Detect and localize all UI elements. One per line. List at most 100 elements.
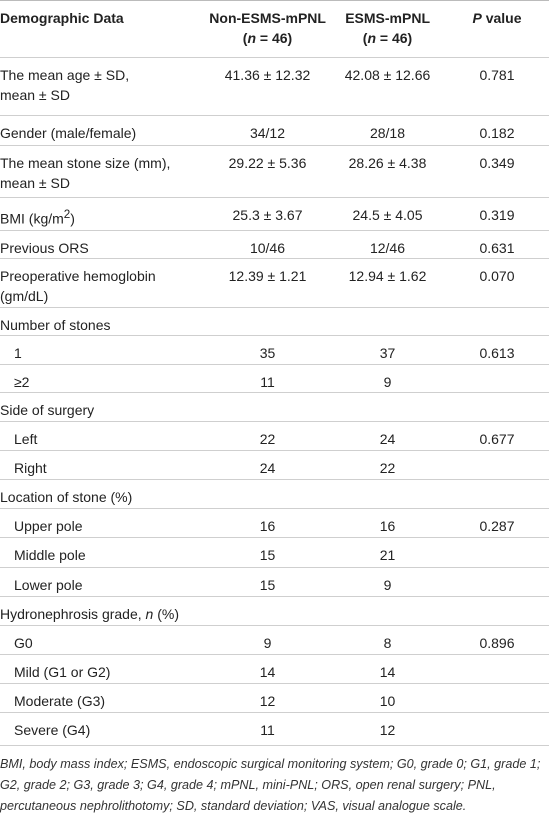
text: 9 — [263, 635, 272, 651]
text: 11 — [260, 374, 275, 390]
text: 24 — [379, 431, 396, 447]
table-cell: 14 — [330, 654, 445, 684]
header-row: Demographic Data Non-ESMS-mPNL (n = 46) … — [0, 0, 549, 58]
text: 22 — [379, 460, 396, 476]
table-cell: 0.677 — [445, 421, 549, 451]
text: Previous ORS — [0, 240, 89, 256]
table-cell: 0.070 — [445, 258, 549, 308]
table-row: 1 35 37 0.613 — [0, 335, 549, 365]
table-cell: 42.08 ± 12.66 — [330, 57, 445, 116]
table-cell: Lower pole — [0, 567, 205, 597]
table-cell: 12 — [205, 683, 330, 713]
text: n — [247, 30, 257, 46]
text: ( — [362, 30, 368, 46]
table-cell — [205, 479, 330, 509]
table-cell: 8 — [330, 625, 445, 655]
header-cell: Demographic Data — [0, 0, 205, 58]
text: 0.631 — [479, 240, 515, 256]
table-cell: 0.631 — [445, 230, 549, 259]
table-row: Hydronephrosis grade, n (%) — [0, 596, 549, 626]
text: 15 — [259, 577, 276, 593]
text: 16 — [379, 518, 396, 534]
text: 0.613 — [479, 345, 515, 361]
table-cell: ≥2 — [0, 364, 205, 393]
text: Location of stone (%) — [0, 489, 133, 505]
table-cell: 0.781 — [445, 57, 549, 116]
text: Moderate (G3) — [14, 693, 106, 709]
table-cell: 24.5 ± 4.05 — [330, 197, 445, 231]
table-cell — [445, 307, 549, 336]
text-line: Preoperative hemoglobin — [0, 268, 156, 284]
text: 0.781 — [479, 67, 515, 83]
table-cell: 21 — [330, 537, 445, 568]
text: 29.22 ± 5.36 — [228, 155, 307, 171]
table-cell: 22 — [330, 450, 445, 480]
text: n — [367, 30, 377, 46]
table-row: Number of stones — [0, 307, 549, 336]
data-table: Demographic Data Non-ESMS-mPNL (n = 46) … — [0, 0, 549, 746]
table-cell — [445, 479, 549, 509]
text-line: mean ± SD — [0, 175, 70, 191]
table-cell: 35 — [205, 335, 330, 365]
text: Middle pole — [14, 547, 86, 563]
table-row: The mean age ± SD, mean ± SD 41.36 ± 12.32… — [0, 57, 549, 116]
table-cell: 16 — [330, 508, 445, 538]
table-cell — [445, 450, 549, 480]
table-row: Previous ORS 10/46 12/46 0.631 — [0, 230, 549, 259]
header-cell: Non-ESMS-mPNL (n = 46) — [205, 0, 330, 58]
text: 25.3 ± 3.67 — [232, 207, 303, 223]
text-line: (gm/dL) — [0, 288, 49, 304]
text: 28/18 — [369, 125, 406, 141]
table-cell: 0.182 — [445, 115, 549, 146]
table-cell — [330, 307, 445, 336]
text: = 46) — [376, 30, 413, 46]
table-cell: 16 — [205, 508, 330, 538]
table-cell: The mean stone size (mm), mean ± SD — [0, 145, 205, 198]
table-row: Preoperative hemoglobin (gm/dL) 12.39 ± 1.… — [0, 258, 549, 308]
table-cell: Severe (G4) — [0, 712, 205, 746]
text: 12.94 ± 1.62 — [348, 268, 427, 284]
table-cell: 0.287 — [445, 508, 549, 538]
text: P — [472, 10, 482, 26]
table-row: Left 22 24 0.677 — [0, 421, 549, 451]
text: 42.08 ± 12.66 — [344, 67, 431, 83]
text: Mild (G1 or G2) — [14, 664, 111, 680]
table-cell: 1 — [0, 335, 205, 365]
table-cell: 11 — [205, 712, 330, 746]
text: 11 — [260, 722, 275, 738]
text: 9 — [383, 577, 392, 593]
table-row: Gender (male/female) 34/12 28/18 0.182 — [0, 115, 549, 146]
text: Lower pole — [14, 577, 83, 593]
table-cell: Upper pole — [0, 508, 205, 538]
table-row: Upper pole 16 16 0.287 — [0, 508, 549, 538]
text-line: The mean stone size (mm), — [0, 155, 171, 171]
table-cell — [445, 712, 549, 746]
text: 0.677 — [479, 431, 515, 447]
text: 24 — [259, 460, 276, 476]
text: ) — [70, 210, 75, 227]
text: 9 — [383, 374, 392, 390]
table-cell: 0.349 — [445, 145, 549, 198]
text: ≥2 — [14, 374, 30, 390]
text: Left — [14, 431, 38, 447]
text: 41.36 ± 12.32 — [224, 67, 311, 83]
table-cell — [445, 392, 549, 422]
text: 37 — [379, 345, 396, 361]
table-cell: 28/18 — [330, 115, 445, 146]
table-cell: Previous ORS — [0, 230, 205, 259]
text: 28.26 ± 4.38 — [348, 155, 427, 171]
table-row: Moderate (G3) 12 10 — [0, 683, 549, 713]
table-cell: Mild (G1 or G2) — [0, 654, 205, 684]
text: Hydronephrosis grade, — [0, 606, 146, 622]
table-cell — [330, 596, 445, 626]
table-cell: Right — [0, 450, 205, 480]
table-row: Lower pole 15 9 — [0, 567, 549, 597]
text: 10 — [379, 693, 396, 709]
text: = 46) — [256, 30, 293, 46]
table-cell: 0.613 — [445, 335, 549, 365]
table-cell: 10 — [330, 683, 445, 713]
table-cell: 24 — [205, 450, 330, 480]
table-cell: Number of stones — [0, 307, 205, 336]
table-cell — [445, 364, 549, 393]
